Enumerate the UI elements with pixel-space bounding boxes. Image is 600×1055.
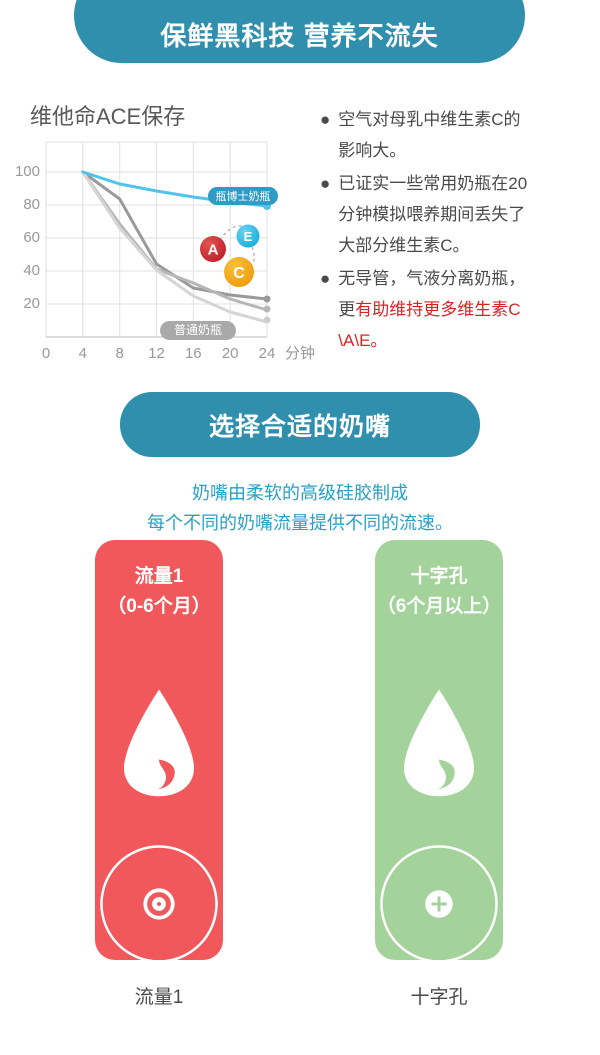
svg-text:12: 12 <box>148 345 165 362</box>
svg-text:20: 20 <box>23 295 40 312</box>
svg-text:100: 100 <box>15 163 40 180</box>
svg-text:C: C <box>233 265 245 282</box>
svg-text:8: 8 <box>116 345 124 362</box>
svg-text:0: 0 <box>42 345 50 362</box>
svg-text:4: 4 <box>79 345 87 362</box>
svg-text:A: A <box>208 242 219 259</box>
svg-text:E: E <box>244 229 253 244</box>
svg-text:16: 16 <box>185 345 202 362</box>
svg-text:40: 40 <box>23 262 40 279</box>
svg-text:分钟: 分钟 <box>285 345 315 362</box>
svg-text:瓶博士奶瓶: 瓶博士奶瓶 <box>216 189 271 203</box>
svg-text:普通奶瓶: 普通奶瓶 <box>174 323 222 337</box>
svg-text:80: 80 <box>23 196 40 213</box>
svg-text:60: 60 <box>23 229 40 246</box>
svg-text:24: 24 <box>259 345 276 362</box>
svg-text:20: 20 <box>222 345 239 362</box>
